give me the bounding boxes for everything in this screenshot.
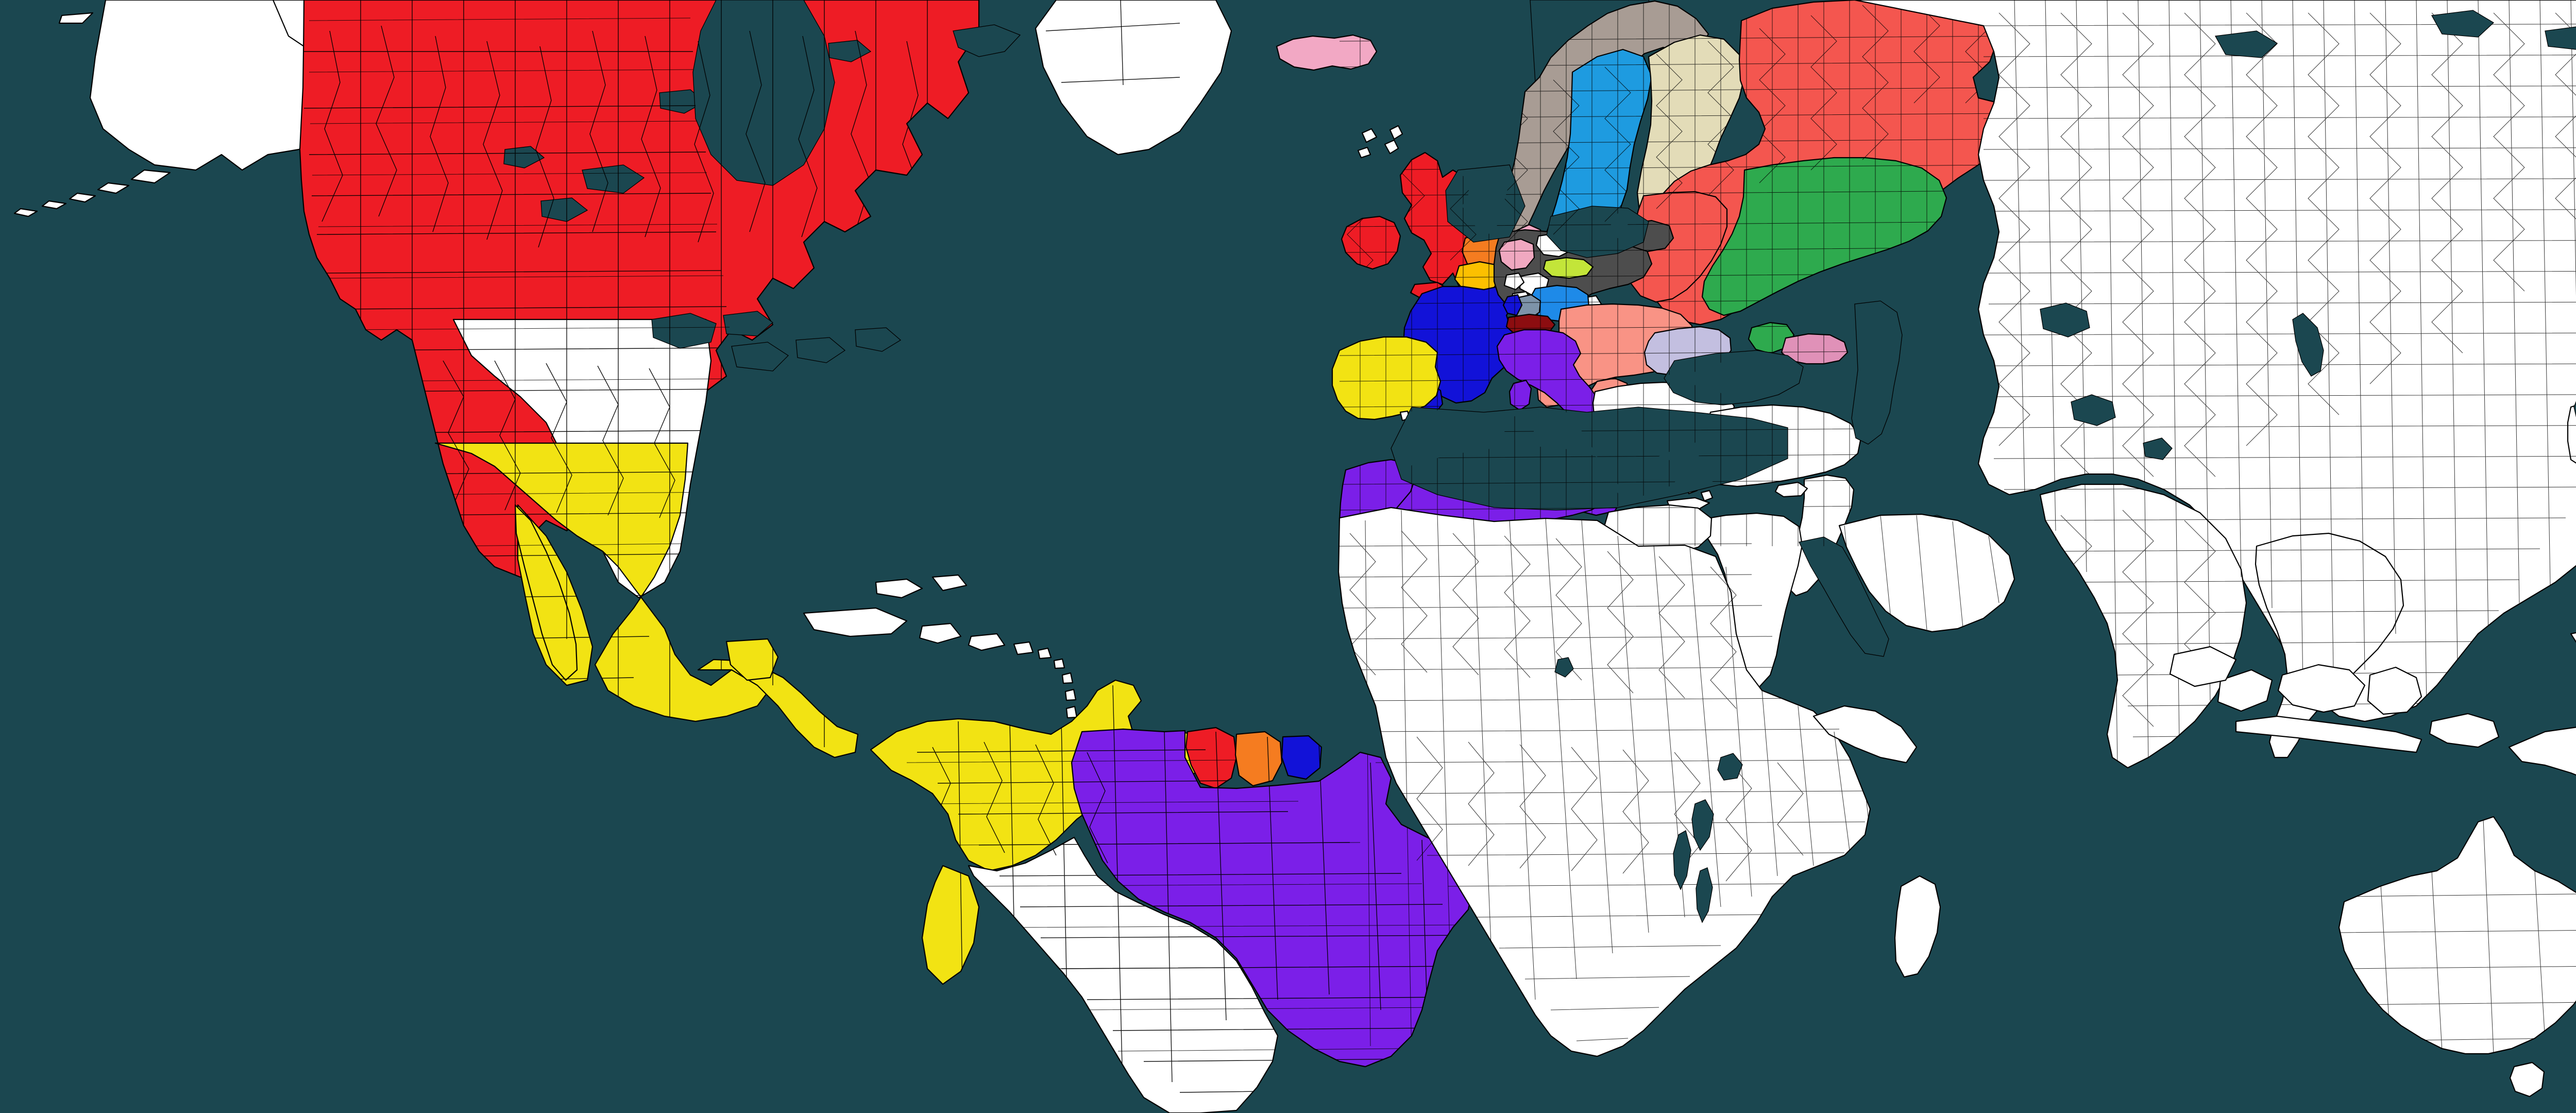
asia[interactable]: [1855, 0, 2576, 768]
region-korea[interactable]: [2568, 402, 2576, 466]
region-india[interactable]: [2040, 484, 2246, 768]
region-brazil[interactable]: [1072, 729, 1473, 1067]
region-horn-of-africa[interactable]: [1814, 706, 1917, 763]
region-tasmania[interactable]: [2510, 1063, 2544, 1097]
region-yucatan[interactable]: [726, 639, 778, 680]
region-australia[interactable]: [2339, 817, 2576, 1054]
region-greenland[interactable]: [1036, 0, 1231, 155]
region-alsace[interactable]: [1503, 295, 1522, 315]
region-new-guinea[interactable]: [2509, 727, 2576, 786]
region-saxony[interactable]: [1544, 258, 1593, 278]
south-america[interactable]: [871, 680, 1473, 1113]
asian-lakes: [2040, 10, 2576, 460]
north-sea: [1445, 164, 1526, 243]
region-hanover[interactable]: [1499, 239, 1534, 270]
pacific-islands: [2571, 631, 2576, 917]
province-borders-oceania: [2338, 819, 2576, 1054]
caspian-sea: [1851, 300, 1903, 445]
baltic-sea: [1546, 206, 1649, 258]
region-british-guyana[interactable]: [1186, 728, 1236, 788]
africa[interactable]: [1338, 508, 2014, 1056]
region-french-guiana[interactable]: [1282, 736, 1321, 779]
caribbean-islands[interactable]: [804, 575, 1077, 718]
region-sub-saharan-africa[interactable]: [1338, 508, 1870, 1056]
region-iceland[interactable]: [1277, 35, 1377, 70]
region-ukraine[interactable]: [1702, 158, 1946, 315]
europe[interactable]: [1277, 0, 2009, 688]
region-unclaimed-andes[interactable]: [969, 837, 1278, 1113]
north-america[interactable]: [14, 0, 1665, 757]
red-sea: [1799, 536, 1889, 657]
region-madagascar[interactable]: [1895, 876, 1940, 977]
indonesian-archipelago[interactable]: [2170, 647, 2499, 752]
region-suriname[interactable]: [1235, 732, 1282, 786]
province-borders-africa: [1339, 510, 1999, 1057]
black-sea: [1664, 350, 1804, 406]
mediterranean-sea: [1391, 407, 1788, 511]
scottish-isles: [1358, 126, 1402, 158]
oceania[interactable]: [2170, 631, 2576, 1097]
region-iberia[interactable]: [1332, 337, 1440, 419]
region-baja-california[interactable]: [515, 505, 577, 680]
sea-of-japan: [2573, 401, 2576, 418]
province-borders-detail: [309, 18, 1469, 1052]
province-borders-south-america: [917, 685, 1469, 1108]
region-hesse[interactable]: [1504, 273, 1524, 290]
african-lakes: [1554, 657, 1743, 923]
aleutian-islands: [14, 13, 170, 216]
